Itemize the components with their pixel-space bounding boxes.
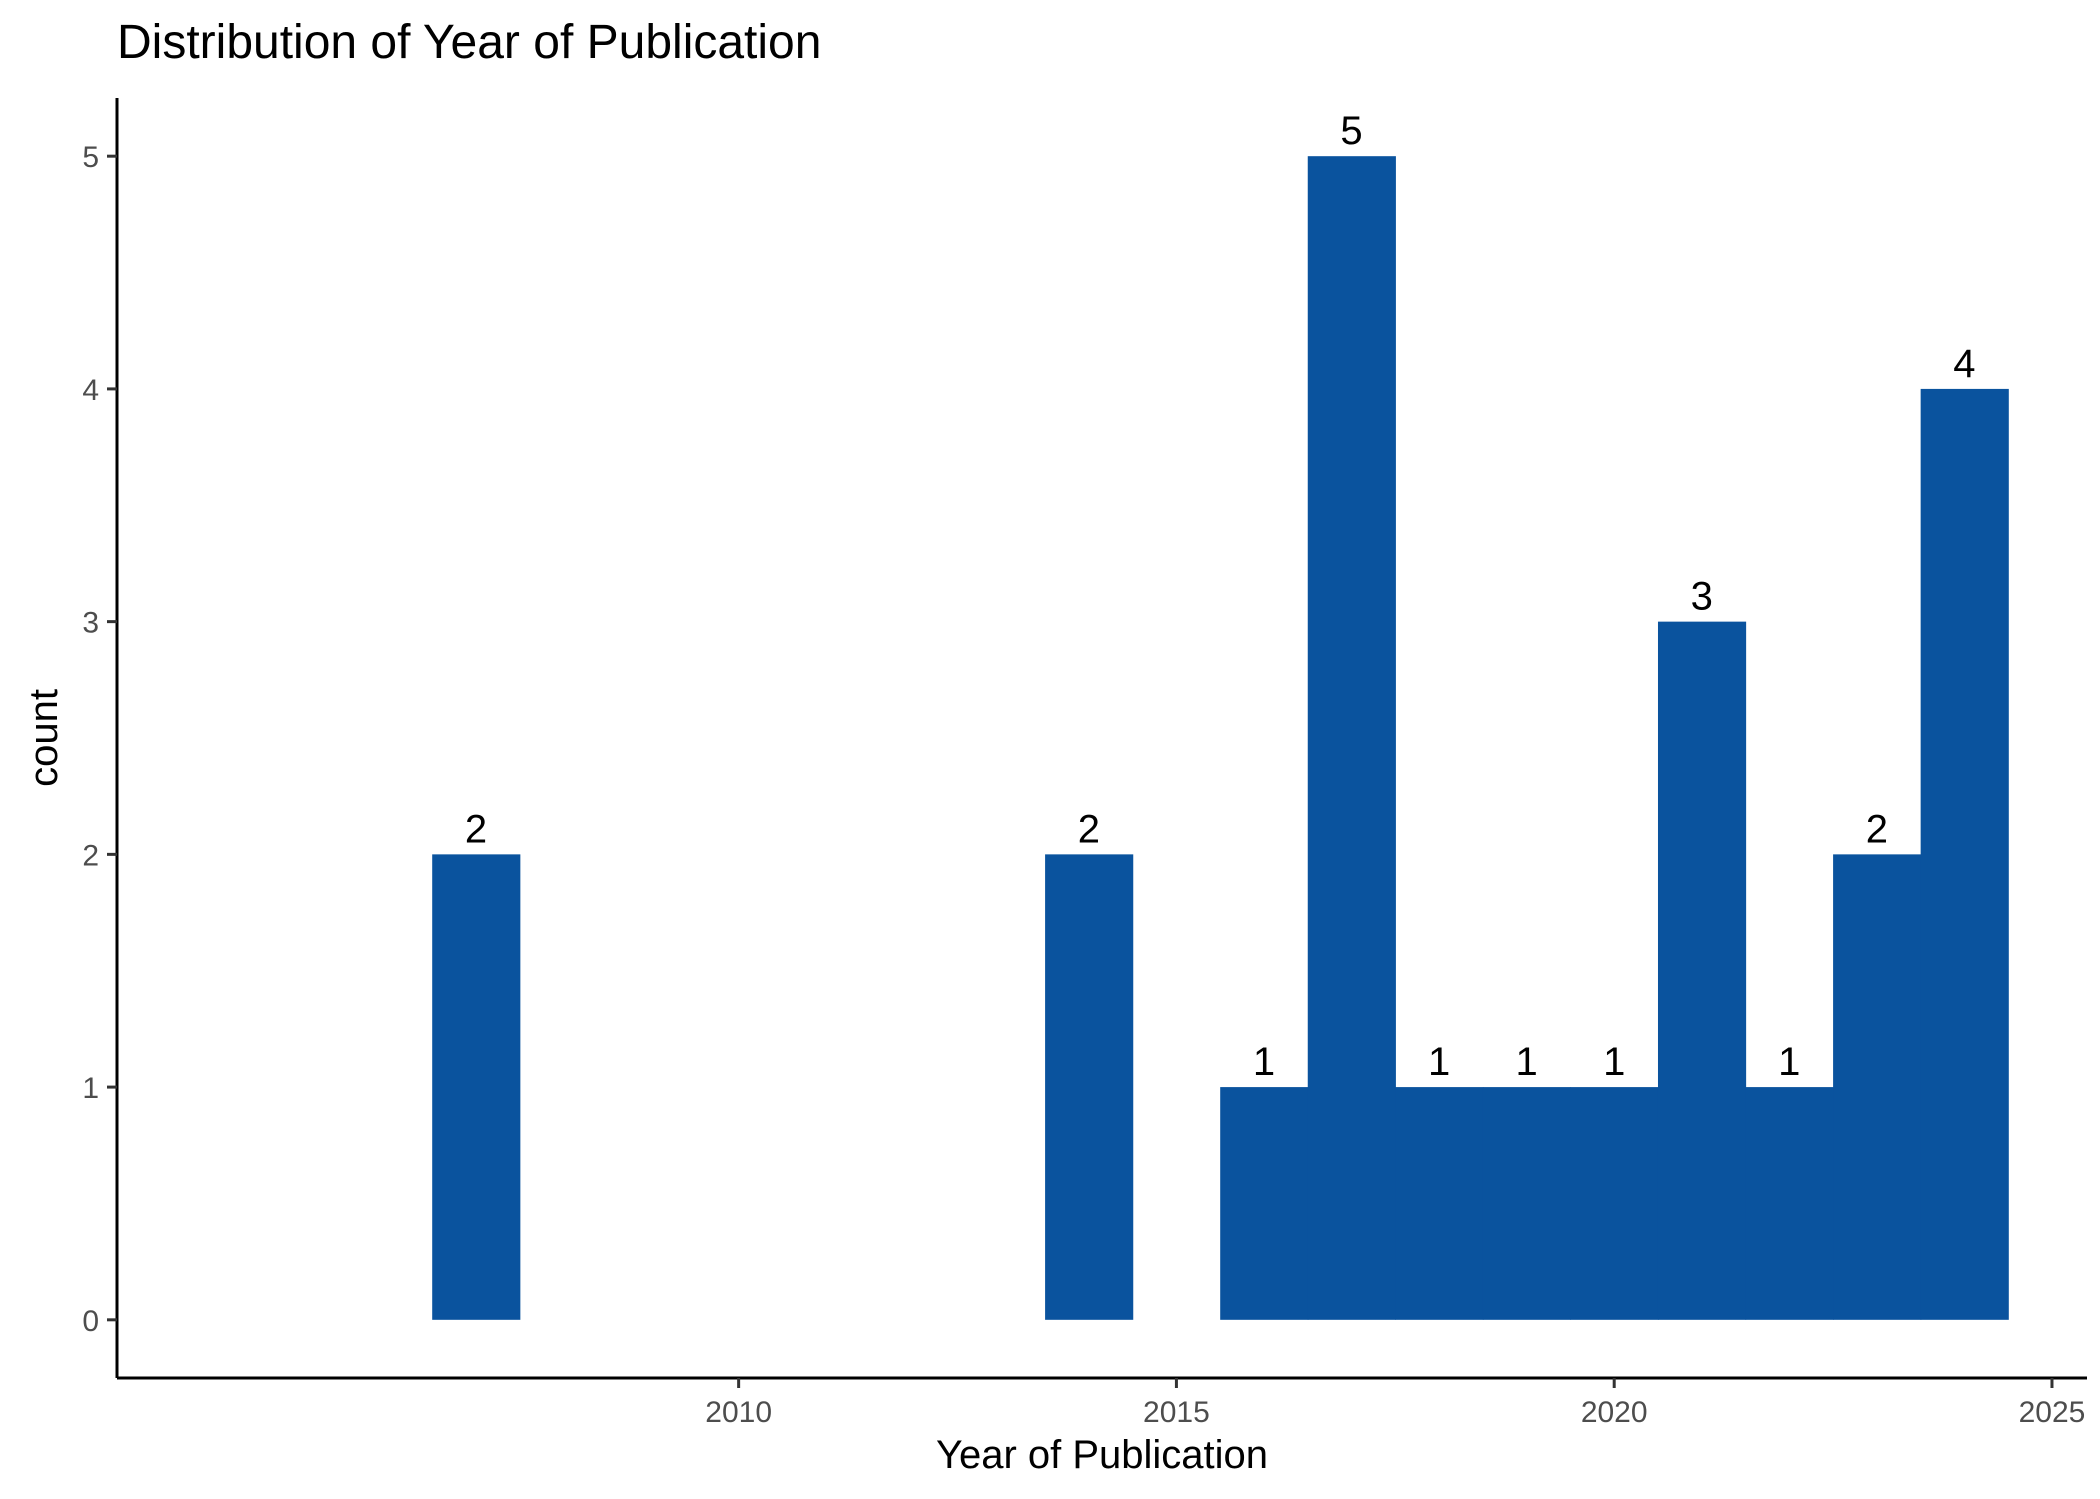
y-tick-label-3: 3	[82, 607, 99, 640]
bar-2014	[1045, 854, 1134, 1320]
chart-title: Distribution of Year of Publication	[117, 16, 821, 69]
bar-2016	[1220, 1087, 1309, 1320]
x-tick-label-2020: 2020	[1581, 1396, 1648, 1429]
x-tick-label-2015: 2015	[1143, 1396, 1210, 1429]
bar-2021	[1657, 621, 1747, 1320]
bars-group	[432, 156, 2009, 1320]
bar-2018	[1395, 1087, 1484, 1320]
data-label-2016: 1	[1253, 1040, 1275, 1084]
y-tick-label-5: 5	[82, 141, 99, 174]
x-axis-title: Year of Publication	[936, 1433, 1268, 1477]
bar-2020	[1570, 1087, 1659, 1320]
y-axis-title: count	[22, 689, 66, 787]
bar-2019	[1482, 1087, 1572, 1320]
bar-2024	[1920, 388, 2009, 1320]
data-label-2024: 4	[1953, 342, 1975, 386]
x-axis-ticks: 2010 2015 2020 2025	[705, 1378, 2085, 1429]
data-label-2014: 2	[1078, 807, 1100, 851]
bar-2022	[1745, 1087, 1834, 1320]
bar-2017	[1307, 156, 1396, 1320]
data-label-2017: 5	[1340, 109, 1362, 153]
x-tick-label-2010: 2010	[705, 1396, 772, 1429]
data-label-2007: 2	[465, 807, 487, 851]
bar-2007	[432, 854, 521, 1320]
data-label-2023: 2	[1866, 807, 1888, 851]
y-tick-label-0: 0	[82, 1305, 99, 1338]
y-tick-label-1: 1	[82, 1072, 99, 1105]
y-tick-label-2: 2	[82, 839, 99, 872]
data-label-2019: 1	[1516, 1040, 1538, 1084]
y-axis-ticks: 0 1 2 3 4 5	[82, 141, 117, 1338]
bar-2023	[1833, 854, 1922, 1320]
y-tick-label-4: 4	[82, 374, 99, 407]
data-labels-group: 2 2 1 5 1 1 1 3 1 2 4	[465, 109, 1976, 1084]
x-tick-label-2025: 2025	[2019, 1396, 2086, 1429]
data-label-2021: 3	[1691, 575, 1713, 619]
data-label-2018: 1	[1428, 1040, 1450, 1084]
data-label-2022: 1	[1778, 1040, 1800, 1084]
data-label-2020: 1	[1603, 1040, 1625, 1084]
